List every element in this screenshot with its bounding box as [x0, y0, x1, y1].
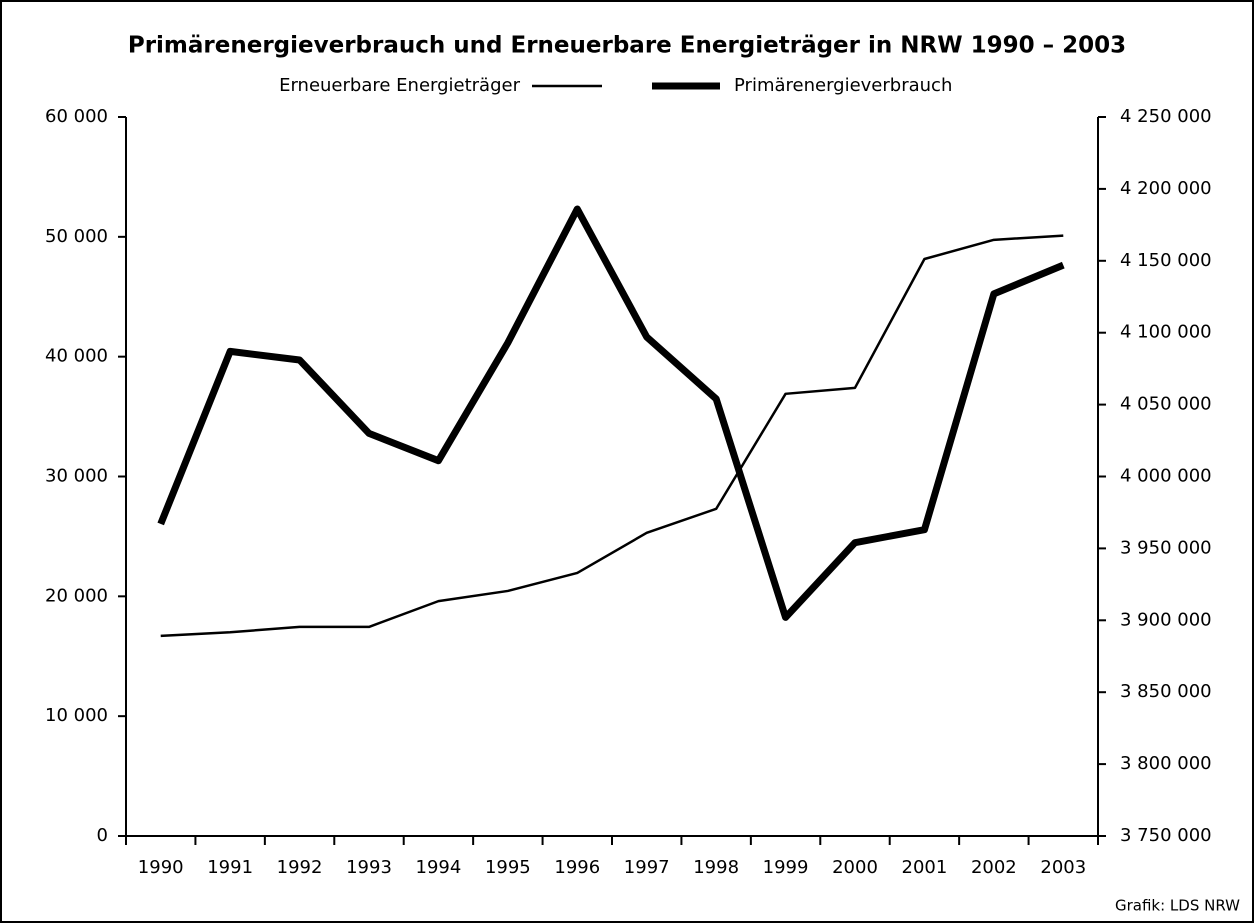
y2-tick-label: 3 750 000 [1120, 825, 1212, 846]
x-tick-label: 2001 [902, 857, 948, 878]
x-tick-label: 1994 [416, 857, 462, 878]
x-tick-label: 1996 [554, 857, 600, 878]
x-tick-label: 2003 [1040, 857, 1086, 878]
y2-tick-label: 4 050 000 [1120, 394, 1212, 415]
legend-label: Primärenergieverbrauch [734, 75, 952, 96]
chart-title: Primärenergieverbrauch und Erneuerbare E… [128, 33, 1126, 59]
y-tick-label: 30 000 [45, 466, 108, 487]
y-tick-label: 50 000 [45, 226, 108, 247]
x-tick-label: 1992 [277, 857, 323, 878]
x-tick-label: 2000 [832, 857, 878, 878]
series-line [157, 205, 1065, 621]
x-tick-label: 1997 [624, 857, 670, 878]
source: Grafik: LDS NRW [1115, 897, 1240, 915]
y-tick-label: 20 000 [45, 585, 108, 606]
y2-tick-label: 4 150 000 [1120, 250, 1212, 271]
x-tick-label: 1995 [485, 857, 531, 878]
y-tick-label: 60 000 [45, 106, 108, 127]
x-tick-label: 1991 [207, 857, 253, 878]
y-tick-label: 0 [97, 825, 108, 846]
x-tick-label: 1993 [346, 857, 392, 878]
x-tick-label: 2002 [971, 857, 1017, 878]
y2-tick-label: 3 900 000 [1120, 609, 1212, 630]
series-line [160, 234, 1064, 638]
y2-tick-label: 4 200 000 [1120, 178, 1212, 199]
y-tick-label: 10 000 [45, 705, 108, 726]
y2-tick-label: 4 100 000 [1120, 322, 1212, 343]
y2-tick-label: 4 250 000 [1120, 106, 1212, 127]
y-tick-label: 40 000 [45, 346, 108, 367]
y2-tick-label: 3 850 000 [1120, 681, 1212, 702]
x-tick-label: 1999 [763, 857, 809, 878]
x-tick-label: 1998 [693, 857, 739, 878]
y2-tick-label: 3 950 000 [1120, 537, 1212, 558]
legend-label: Erneuerbare Energieträger [279, 75, 521, 96]
y2-tick-label: 4 000 000 [1120, 466, 1212, 487]
x-tick-label: 1990 [138, 857, 184, 878]
y2-tick-label: 3 800 000 [1120, 753, 1212, 774]
